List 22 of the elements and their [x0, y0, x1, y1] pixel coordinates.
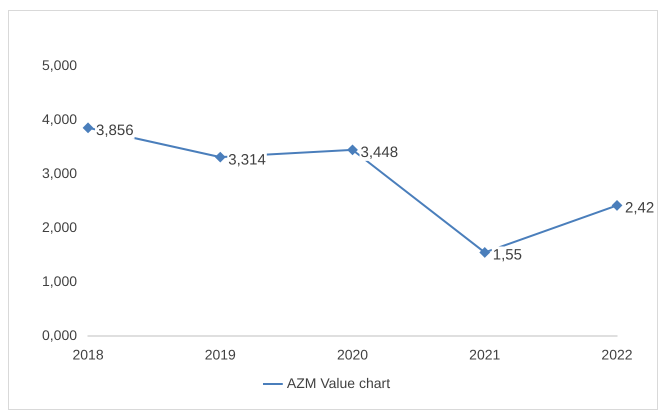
data-label: 2,42 [625, 200, 654, 217]
point [215, 152, 226, 162]
x-tick-label: 2021 [469, 346, 501, 362]
point [83, 122, 94, 133]
x-tick-label: 2018 [72, 346, 104, 362]
point [480, 247, 490, 258]
point [348, 144, 358, 155]
data-label: 3,856 [96, 122, 134, 139]
y-tick-label: 2,000 [42, 218, 78, 235]
data-label: 1,55 [492, 246, 522, 264]
y-tick-label: 0,000 [42, 327, 78, 344]
y-tick-label: 4,000 [42, 110, 78, 127]
legend-label: AZM Value chart [286, 374, 390, 391]
x-tick-label: 2022 [601, 346, 633, 362]
x-tick-label: 2020 [336, 346, 368, 362]
data-label: 3,314 [228, 151, 266, 168]
y-tick-label: 1,000 [42, 273, 78, 290]
x-tick-label: 2019 [204, 346, 236, 362]
y-tick-label: 3,000 [42, 164, 78, 181]
data-label: 3,448 [360, 144, 398, 162]
point [612, 200, 622, 210]
y-tick-label: 5,000 [42, 56, 78, 73]
